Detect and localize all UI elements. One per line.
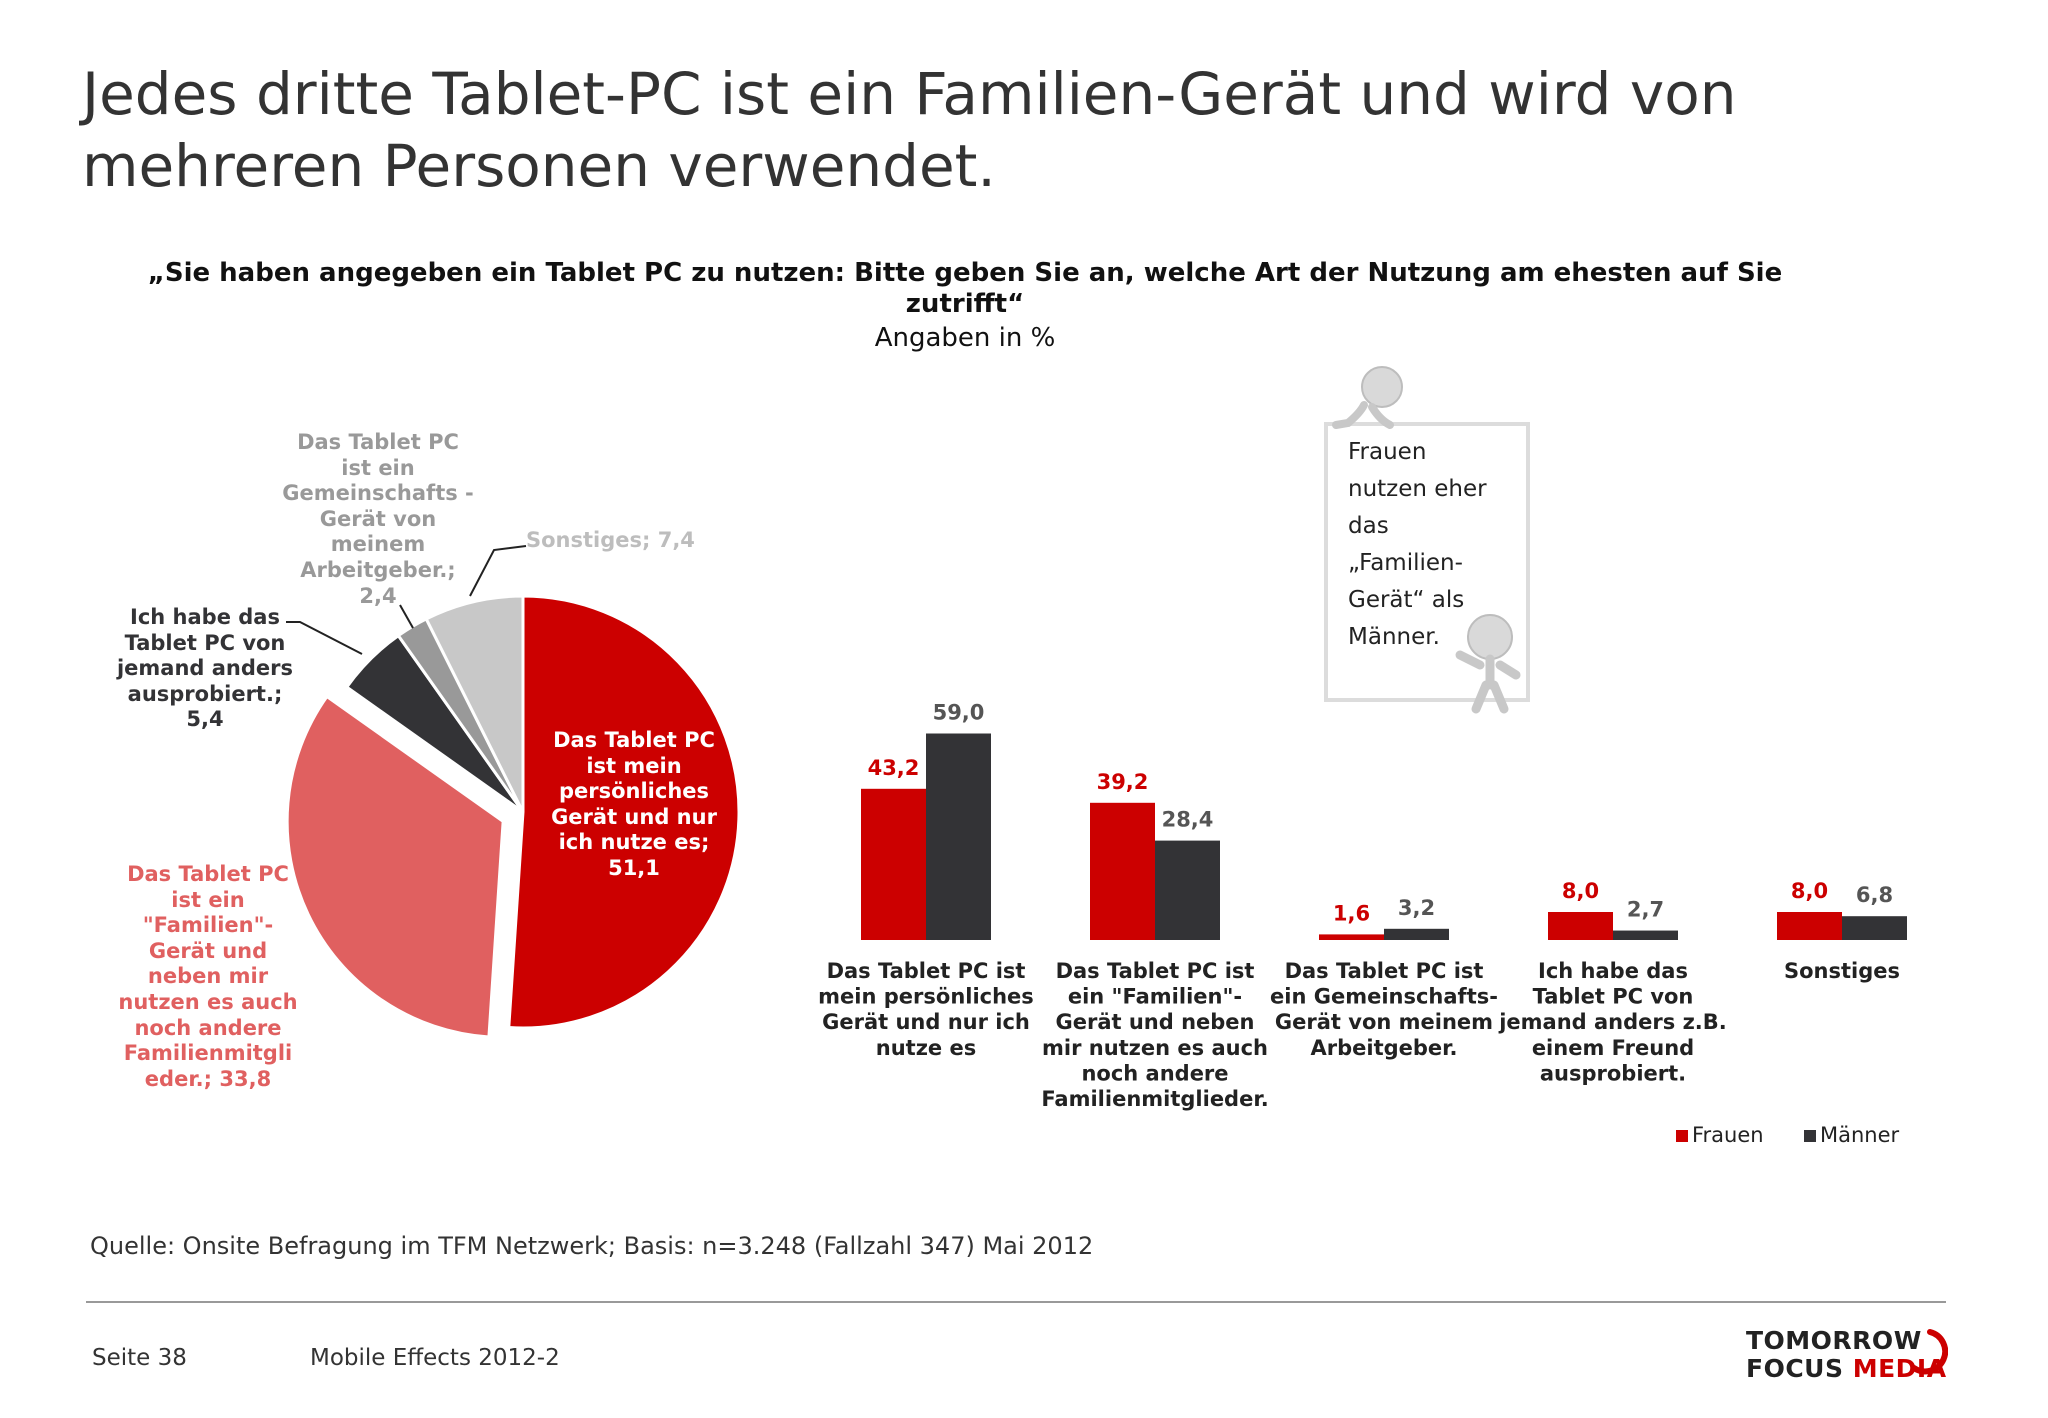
category-label-family: Das Tablet PC ist ein "Familien"-Gerät un… bbox=[1041, 959, 1268, 1111]
bar-männer-other bbox=[1842, 916, 1907, 940]
bar-frauen-employer bbox=[1319, 934, 1384, 940]
value-label-männer-employer: 3,2 bbox=[1398, 896, 1435, 920]
bar-frauen-other bbox=[1777, 912, 1842, 940]
category-label-other: Sonstiges bbox=[1784, 959, 1900, 983]
bar-männer-family bbox=[1155, 840, 1220, 940]
pie-slice-family bbox=[285, 694, 505, 1039]
pie-leader-tried bbox=[286, 621, 363, 655]
category-label-tried: Ich habe das Tablet PC von jemand anders z… bbox=[1498, 959, 1727, 1085]
pie-label-other: Sonstiges; 7,4 bbox=[526, 528, 695, 552]
value-label-frauen-other: 8,0 bbox=[1791, 879, 1828, 903]
pie-label-family: Das Tablet PC ist ein "Familien"- Gerät … bbox=[118, 862, 298, 1091]
value-label-frauen-personal: 43,2 bbox=[868, 756, 920, 780]
value-label-männer-tried: 2,7 bbox=[1627, 898, 1664, 922]
bar-chart: 43,2 39,2 1,6 8,0 8,0 59,0 28,4 3,2 2,7 6,8 Das Ta… bbox=[818, 701, 1907, 1147]
bar-männer-personal bbox=[926, 733, 991, 940]
value-label-frauen-tried: 8,0 bbox=[1562, 879, 1599, 903]
value-label-frauen-family: 39,2 bbox=[1097, 770, 1149, 794]
bar-männer-tried bbox=[1613, 930, 1678, 940]
survey-question: „Sie haben angegeben ein Tablet PC zu nu… bbox=[147, 258, 1783, 319]
pie-slice-personal bbox=[507, 594, 741, 1030]
bar-frauen-family bbox=[1090, 802, 1155, 940]
note-text: Frauen nutzen eher das „Familien- Gerät“… bbox=[1348, 439, 1487, 650]
value-label-männer-other: 6,8 bbox=[1856, 883, 1893, 907]
category-label-employer: Das Tablet PC ist ein Gemeinschafts-Gerät… bbox=[1270, 959, 1498, 1060]
pie-leader-other bbox=[469, 545, 527, 597]
value-label-frauen-employer: 1,6 bbox=[1333, 901, 1370, 925]
pie-label-tried: Ich habe das Tablet PC von jemand anders… bbox=[116, 605, 294, 732]
legend-label-frauen: Frauen bbox=[1692, 1123, 1764, 1147]
source-note: Quelle: Onsite Befragung im TFM Netzwerk… bbox=[90, 1232, 1094, 1260]
legend-swatch-männer bbox=[1804, 1130, 1816, 1142]
value-label-männer-personal: 59,0 bbox=[933, 701, 985, 725]
bar-frauen-personal bbox=[861, 788, 926, 940]
pie-label-employer: Das Tablet PC ist ein Gemeinschafts -Ger… bbox=[282, 430, 474, 608]
legend-swatch-frauen bbox=[1676, 1130, 1688, 1142]
value-label-männer-family: 28,4 bbox=[1162, 808, 1214, 832]
figure-illustration bbox=[1332, 366, 1521, 714]
legend-label-männer: Männer bbox=[1820, 1123, 1900, 1147]
pie-leader-employer bbox=[399, 604, 414, 629]
logo-focus: FOCUS bbox=[1746, 1354, 1853, 1383]
logo-mark-icon bbox=[1911, 1329, 1948, 1375]
bar-männer-employer bbox=[1384, 928, 1449, 940]
page-number: Seite 38 bbox=[92, 1345, 187, 1371]
footer-divider bbox=[86, 1301, 1946, 1303]
logo-line-1: TOMORROW bbox=[1746, 1326, 1922, 1355]
document-name: Mobile Effects 2012-2 bbox=[310, 1345, 560, 1371]
pie-slice-other bbox=[424, 594, 525, 813]
category-label-personal: Das Tablet PC ist mein persönliches Gerät … bbox=[818, 959, 1034, 1060]
page-title: Jedes dritte Tablet-PC ist ein Familien-… bbox=[82, 60, 1737, 200]
unit-label: Angaben in % bbox=[874, 323, 1056, 353]
logo-line-2: FOCUS MEDIA bbox=[1746, 1354, 1947, 1383]
bar-frauen-tried bbox=[1548, 912, 1613, 940]
pie-label-personal: Das Tablet PC ist mein persönliches Gerä… bbox=[551, 728, 717, 880]
pie-chart bbox=[285, 545, 741, 1039]
